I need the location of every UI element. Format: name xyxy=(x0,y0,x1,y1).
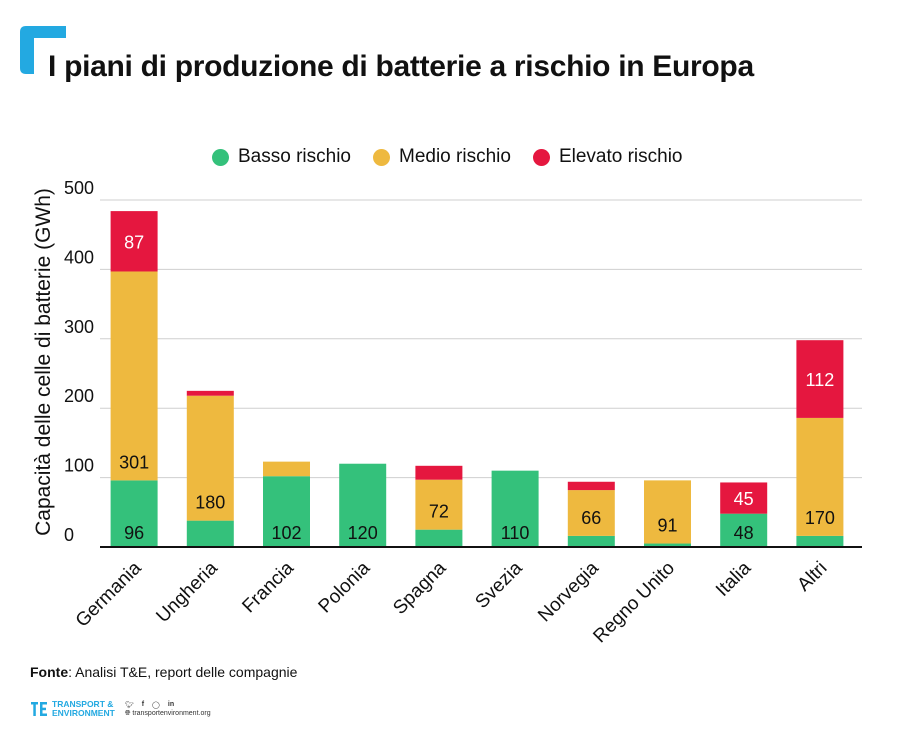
bar-value-label: 120 xyxy=(348,523,378,543)
legend-item: Medio rischio xyxy=(373,146,511,168)
legend-label: Basso rischio xyxy=(238,146,351,167)
instagram-icon[interactable]: ◯ xyxy=(152,701,160,709)
bar-segment xyxy=(796,417,844,536)
bar-value-label: 110 xyxy=(501,523,530,543)
legend: Basso rischio Medio rischio Elevato rischi… xyxy=(212,146,683,168)
linkedin-icon[interactable]: in xyxy=(167,700,175,708)
y-tick-label: 500 xyxy=(64,178,94,198)
bar-value-label: 72 xyxy=(429,502,449,522)
legend-dot-icon xyxy=(532,148,550,166)
source-note: Fonte: Analisi T&E, report delle compagn… xyxy=(30,664,297,680)
brand-line1: TRANSPORT & xyxy=(52,699,114,709)
x-tick-label: Norvegia xyxy=(534,557,603,626)
legend-dot-icon xyxy=(373,148,390,166)
legend-dot-icon xyxy=(212,148,229,166)
x-tick-label: Germania xyxy=(72,557,146,631)
bar-segment xyxy=(720,482,768,514)
bar-segment xyxy=(263,476,310,547)
bar-segment xyxy=(567,490,615,536)
te-logo-icon xyxy=(31,702,47,716)
x-tick-label: Altri xyxy=(793,558,831,596)
bar-segment xyxy=(644,480,691,544)
legend-item: Elevato rischio xyxy=(532,146,683,168)
bar-segment xyxy=(186,390,234,396)
footer: TRANSPORT & ENVIRONMENT 🐦︎ f ◯ in 🌐︎ tra… xyxy=(30,700,211,718)
bar-segment xyxy=(110,271,158,481)
bar-segment xyxy=(263,461,310,477)
x-tick-label: Ungheria xyxy=(152,557,222,627)
bar-segment xyxy=(186,395,234,521)
y-tick-label: 200 xyxy=(64,386,94,406)
x-tick-label: Svezia xyxy=(471,557,526,612)
bar-segment xyxy=(339,463,387,547)
bar-segment xyxy=(567,535,615,547)
legend-label: Medio rischio xyxy=(399,146,511,167)
x-tick-label: Polonia xyxy=(315,557,375,617)
legend-label: Elevato rischio xyxy=(558,146,683,167)
corner-accent-icon xyxy=(20,26,66,74)
bar-segment xyxy=(110,211,158,272)
x-tick-label: Francia xyxy=(238,557,298,617)
x-tick-label: Italia xyxy=(712,557,756,601)
bar-value-label: 66 xyxy=(581,508,601,528)
bar-value-label: 48 xyxy=(734,523,754,543)
bar-segment xyxy=(110,480,158,547)
bar-value-label: 96 xyxy=(124,523,144,543)
bar-segment xyxy=(644,543,691,547)
bar-segment xyxy=(567,481,615,491)
bar-segment xyxy=(720,513,768,547)
page-title: I piani di produzione di batterie a risc… xyxy=(48,50,754,83)
x-tick-label: Regno Unito xyxy=(589,558,679,648)
globe-icon: 🌐︎ xyxy=(124,709,131,717)
bar-segment xyxy=(415,479,463,530)
brand-line2: ENVIRONMENT xyxy=(52,708,115,718)
bar-segment xyxy=(415,465,463,480)
y-tick-label: 400 xyxy=(64,247,94,267)
bar-segment xyxy=(796,340,844,418)
bar-value-label: 170 xyxy=(805,508,835,528)
y-tick-label: 0 xyxy=(64,525,74,545)
brand-logo[interactable]: TRANSPORT & ENVIRONMENT xyxy=(30,700,115,718)
bar-segment xyxy=(796,535,844,547)
bar-value-label: 102 xyxy=(271,523,301,543)
bar-value-label: 180 xyxy=(195,493,225,513)
y-tick-label: 300 xyxy=(64,317,94,337)
bar-value-label: 112 xyxy=(806,370,835,390)
x-tick-label: Spagna xyxy=(389,557,450,618)
stacked-bar-chart: 0 100 200 300 400 500 Capacità delle celle di … xyxy=(32,178,862,648)
source-label: Fonte xyxy=(30,664,69,680)
bar-value-label: 91 xyxy=(657,516,677,536)
bar-value-label: 87 xyxy=(124,232,144,252)
bar-value-label: 45 xyxy=(734,489,754,509)
source-text: : Analisi T&E, report delle compagnie xyxy=(68,664,298,680)
bar-value-label: 301 xyxy=(119,452,149,472)
bar-segment xyxy=(491,470,539,547)
y-tick-label: 100 xyxy=(64,456,94,476)
facebook-icon[interactable]: f xyxy=(141,700,145,708)
social-links: 🐦︎ f ◯ in 🌐︎ transportenvironment.org xyxy=(125,701,211,718)
twitter-icon[interactable]: 🐦︎ xyxy=(124,701,134,709)
legend-item: Basso rischio xyxy=(212,146,351,168)
bar-segment xyxy=(186,520,234,547)
bar-segment xyxy=(415,529,463,547)
website-link[interactable]: transportenvironment.org xyxy=(132,709,211,717)
y-axis-label: Capacità delle celle di batterie (GWh) xyxy=(32,188,55,536)
